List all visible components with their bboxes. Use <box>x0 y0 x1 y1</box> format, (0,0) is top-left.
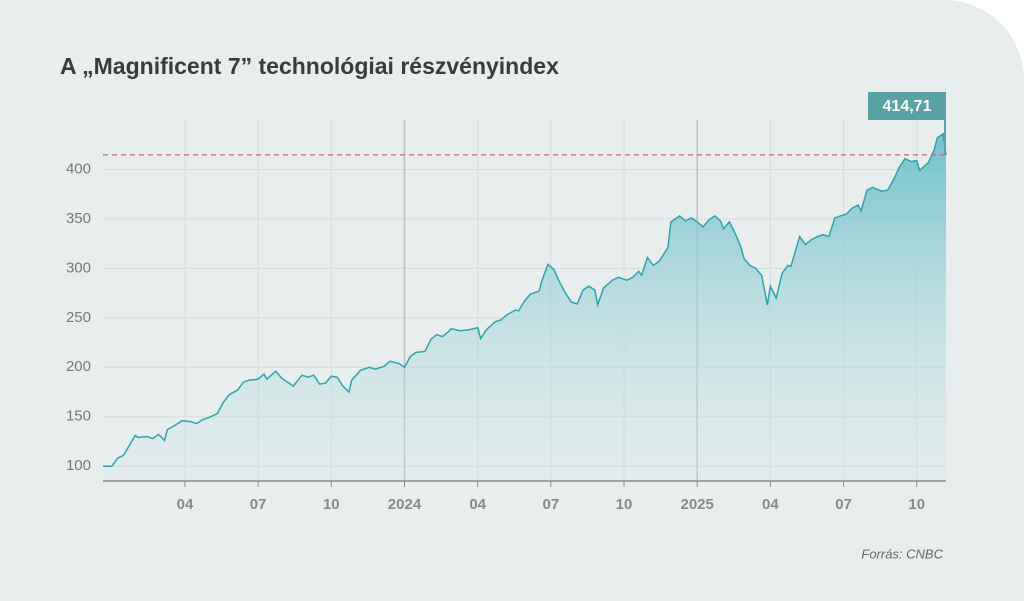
y-tick-label: 400 <box>66 160 91 177</box>
y-tick-label: 350 <box>66 210 91 227</box>
value-label: 414,71 <box>883 98 932 115</box>
x-tick-label: 2025 <box>681 496 714 513</box>
x-tick-label: 10 <box>616 496 633 513</box>
source: Forrás: CNBC <box>861 546 943 561</box>
x-tick-label: 2024 <box>388 496 422 513</box>
x-tick-label: 07 <box>250 496 267 513</box>
line <box>103 132 947 467</box>
x-tick-label: 04 <box>469 496 486 513</box>
x-tick-label: 10 <box>908 496 925 513</box>
y-tick-label: 250 <box>66 309 91 326</box>
x-tick-label: 07 <box>835 496 852 513</box>
value-badge <box>868 92 946 120</box>
x-tick-label: 10 <box>323 496 340 513</box>
y-tick-label: 200 <box>66 358 91 375</box>
x-tick-label: 04 <box>762 496 779 513</box>
area-fill <box>103 133 946 482</box>
y-tick-label: 300 <box>66 259 91 276</box>
x-tick-label: 04 <box>177 496 194 513</box>
chart-title: A „Magnificent 7” technológiai részvényi… <box>60 53 559 79</box>
y-tick-label: 100 <box>66 457 91 474</box>
x-tick-label: 07 <box>543 496 560 513</box>
y-tick-label: 150 <box>66 408 91 425</box>
